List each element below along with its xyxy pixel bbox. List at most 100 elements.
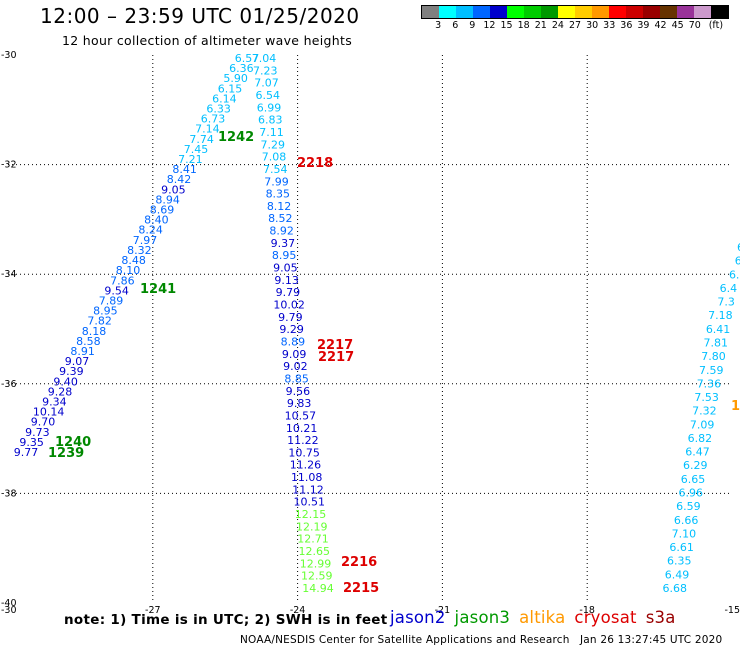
wave-height-label: 7.14 <box>195 123 220 136</box>
wave-height-label: 7.07 <box>254 77 279 90</box>
wave-height-label: 9.29 <box>279 323 304 336</box>
wave-height-label: 6.66 <box>674 514 699 527</box>
wave-height-label: 9.34 <box>42 395 67 408</box>
wave-height-label: 12.99 <box>300 557 332 570</box>
wave-height-label: 7.09 <box>690 418 715 431</box>
wave-height-label: 7.3 <box>717 296 735 309</box>
wave-height-label: 6.49 <box>665 568 690 581</box>
latitude-tick-label: -40 <box>1 598 17 609</box>
colorbar-swatch <box>490 6 507 18</box>
generated-timestamp: Jan 26 13:27:45 UTC 2020 <box>580 634 723 646</box>
wave-height-label: 6.96 <box>678 487 703 500</box>
wave-height-label: 9.02 <box>283 360 308 373</box>
colorbar-label: 70 <box>688 20 701 31</box>
colorbar-swatch <box>643 6 660 18</box>
wave-height-label: 7.10 <box>672 527 697 540</box>
colorbar-label: 27 <box>568 20 582 31</box>
wave-height-label: 8.41 <box>172 163 197 176</box>
colorbar-label: 3 <box>435 20 442 31</box>
wave-height-label: 10.57 <box>285 409 317 422</box>
colorbar-swatch <box>541 6 558 18</box>
wave-height-label: 8.12 <box>267 200 292 213</box>
wave-height-label: 8.10 <box>116 264 141 277</box>
pass-time-label: 2218 <box>297 156 333 171</box>
wave-height-label: 7.80 <box>701 350 726 363</box>
axis-ticks: -30-32-34-36-38-40-30 -27 -24 -21 -18 -15 <box>1 50 740 616</box>
wave-height-label: 6.54 <box>256 89 281 102</box>
wave-height-label: 10.75 <box>288 446 320 459</box>
latitude-tick-label: -34 <box>1 269 17 280</box>
track-right: 666.6.47.37.186.417.817.807.597.367.537.… <box>663 241 740 595</box>
colorbar-swatch <box>711 6 728 18</box>
longitude-tick-label: -30 <box>1 605 17 616</box>
wave-height-label: 9.54 <box>104 284 129 297</box>
wave-height-label: 6.59 <box>676 500 701 513</box>
legend-item-cryosat: cryosat <box>574 608 637 627</box>
wave-height-label: 7.45 <box>184 143 209 156</box>
map-grid <box>8 55 732 603</box>
wave-height-label: 8.32 <box>127 244 152 257</box>
wave-height-label: 9.77 <box>14 446 39 459</box>
units-note: note: 1) Time is in UTC; 2) SWH is in fe… <box>64 612 388 628</box>
wave-height-label: 7.59 <box>699 364 724 377</box>
colorbar-labels: 3 6 9 12 15 18 21 24 27 30 33 36 39 42 45 70 (ft) <box>421 20 740 34</box>
pass-time-label: 1241 <box>140 282 176 297</box>
colorbar-label: 15 <box>500 20 513 31</box>
wave-height-label: 7.29 <box>261 138 286 151</box>
wave-height-label: 7.81 <box>704 336 729 349</box>
wave-height-label: 6.73 <box>201 113 226 126</box>
wave-height-label: 10.51 <box>293 496 325 509</box>
wave-height-label: 6.68 <box>663 582 688 595</box>
wave-height-label: 6.14 <box>212 92 237 105</box>
page-subtitle: 12 hour collection of altimeter wave hei… <box>62 33 353 48</box>
colorbar-swatch <box>660 6 677 18</box>
wave-height-label: 10.21 <box>286 422 318 435</box>
wave-height-label: 7.97 <box>133 234 158 247</box>
wave-height-label: 7.99 <box>264 175 289 188</box>
wave-height-label: 11.22 <box>287 434 319 447</box>
legend-item-s3a: s3a <box>645 608 676 627</box>
longitude-tick-label: -24 <box>290 605 306 616</box>
colorbar-swatch <box>609 6 626 18</box>
wave-height-label: 9.70 <box>31 416 56 429</box>
colorbar-label: 36 <box>620 20 633 31</box>
altimeter-tracks: 6.576.365.906.156.146.336.737.147.747.45… <box>14 52 740 595</box>
wave-height-label: 12.65 <box>298 545 330 558</box>
wave-height-label: 7.53 <box>694 391 719 404</box>
wave-height-label: 12.59 <box>301 570 333 583</box>
wave-height-label: 8.24 <box>138 224 163 237</box>
colorbar-swatch <box>439 6 456 18</box>
wave-height-label: 7.74 <box>189 133 214 146</box>
longitude-tick-label: -15 <box>724 605 740 616</box>
legend-item-jason2: jason2 <box>390 608 446 627</box>
colorbar-label: 30 <box>586 20 599 31</box>
page-title: 12:00 – 23:59 UTC 01/25/2020 <box>40 4 360 28</box>
wave-height-label: 8.35 <box>266 188 291 201</box>
wave-height-label: 9.28 <box>48 385 73 398</box>
pass-time-label: 1240 <box>55 435 91 450</box>
colorbar-label: 39 <box>637 20 650 31</box>
wave-height-label: 9.56 <box>286 385 311 398</box>
wave-height-label: 7.23 <box>253 64 278 77</box>
colorbar-swatch <box>507 6 524 18</box>
wave-height-label: 8.91 <box>70 345 95 358</box>
wave-height-label: 6.15 <box>218 82 243 95</box>
wave-height-label: 7.21 <box>178 153 203 166</box>
colorbar-label: 45 <box>671 20 684 31</box>
wave-height-label: 6 <box>735 255 740 268</box>
wave-height-label: 9.83 <box>287 397 312 410</box>
wave-height-label: 14.94 <box>302 582 334 595</box>
wave-height-label: 8.94 <box>155 193 180 206</box>
wave-height-label: 9.35 <box>19 436 44 449</box>
wave-height-label: 7.32 <box>692 405 717 418</box>
track-1239-1242: 6.576.365.906.156.146.336.737.147.747.45… <box>14 52 260 459</box>
wave-height-label: 8.18 <box>82 325 107 338</box>
wave-height-label: 9.05 <box>273 262 298 275</box>
latitude-tick-label: -30 <box>1 50 17 61</box>
wave-height-label: 8.58 <box>76 335 101 348</box>
wave-height-label: 11.12 <box>292 483 324 496</box>
wave-height-label: 6.47 <box>685 446 710 459</box>
colorbar-swatch <box>694 6 711 18</box>
longitude-tick-label: -18 <box>579 605 595 616</box>
wave-height-label: 6.65 <box>681 473 706 486</box>
